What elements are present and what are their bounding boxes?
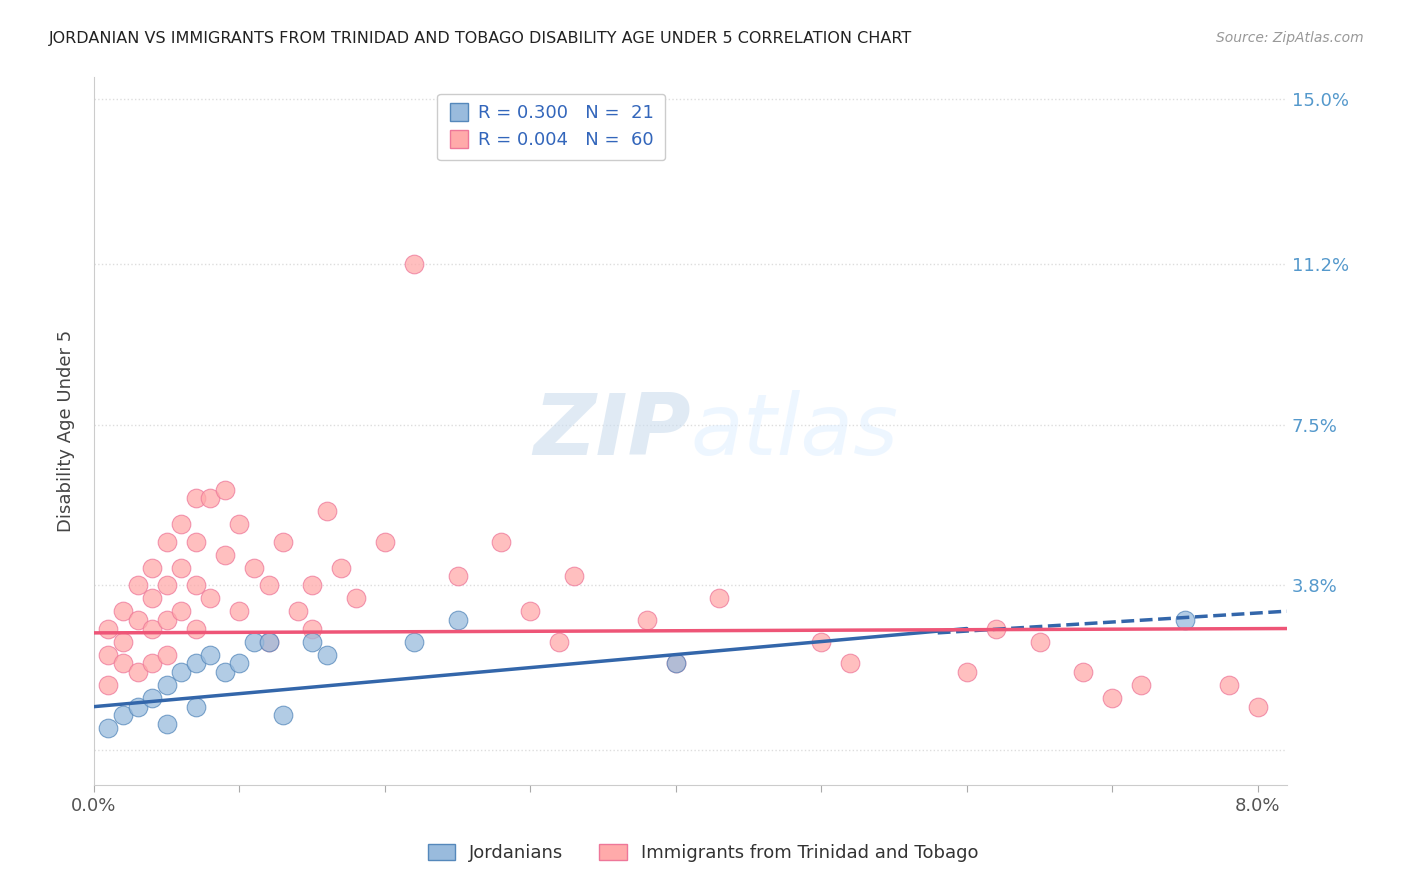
Point <box>184 657 207 671</box>
Point <box>184 622 207 636</box>
Point <box>127 613 149 627</box>
Point <box>287 604 309 618</box>
Point <box>184 491 207 506</box>
Point <box>170 561 193 575</box>
Legend: R = 0.300   N =  21, R = 0.004   N =  60: R = 0.300 N = 21, R = 0.004 N = 60 <box>437 94 665 161</box>
Point <box>97 648 120 662</box>
Point <box>257 634 280 648</box>
Point <box>709 591 731 606</box>
Point <box>170 665 193 679</box>
Point <box>271 708 294 723</box>
Point <box>330 561 353 575</box>
Text: atlas: atlas <box>690 390 898 473</box>
Point <box>956 665 979 679</box>
Point <box>141 657 163 671</box>
Point <box>112 708 135 723</box>
Point <box>200 648 222 662</box>
Point <box>141 561 163 575</box>
Point <box>1130 678 1153 692</box>
Point <box>374 534 396 549</box>
Point <box>402 634 425 648</box>
Point <box>257 578 280 592</box>
Point <box>446 569 468 583</box>
Point <box>127 665 149 679</box>
Point <box>228 517 250 532</box>
Legend: Jordanians, Immigrants from Trinidad and Tobago: Jordanians, Immigrants from Trinidad and… <box>420 837 986 870</box>
Point <box>200 491 222 506</box>
Point <box>156 717 179 731</box>
Point <box>446 613 468 627</box>
Y-axis label: Disability Age Under 5: Disability Age Under 5 <box>58 330 75 533</box>
Point <box>1218 678 1240 692</box>
Point <box>200 591 222 606</box>
Point <box>1247 699 1270 714</box>
Point <box>301 634 323 648</box>
Point <box>315 648 337 662</box>
Point <box>1071 665 1094 679</box>
Point <box>562 569 585 583</box>
Point <box>214 548 236 562</box>
Point <box>548 634 571 648</box>
Point <box>636 613 658 627</box>
Point <box>214 665 236 679</box>
Point <box>402 257 425 271</box>
Point <box>97 722 120 736</box>
Point <box>1101 690 1123 705</box>
Point <box>156 678 179 692</box>
Point <box>665 657 688 671</box>
Point <box>112 604 135 618</box>
Point <box>810 634 832 648</box>
Point <box>184 699 207 714</box>
Point <box>491 534 513 549</box>
Point <box>344 591 367 606</box>
Point <box>839 657 862 671</box>
Point <box>112 634 135 648</box>
Point <box>301 578 323 592</box>
Point <box>97 622 120 636</box>
Point <box>1174 613 1197 627</box>
Point <box>141 690 163 705</box>
Point <box>1028 634 1050 648</box>
Point <box>127 578 149 592</box>
Point <box>156 534 179 549</box>
Text: Source: ZipAtlas.com: Source: ZipAtlas.com <box>1216 31 1364 45</box>
Point <box>97 678 120 692</box>
Point <box>156 578 179 592</box>
Point <box>141 591 163 606</box>
Point <box>228 657 250 671</box>
Point <box>141 622 163 636</box>
Point <box>156 613 179 627</box>
Point <box>301 622 323 636</box>
Point <box>170 517 193 532</box>
Text: ZIP: ZIP <box>533 390 690 473</box>
Point <box>127 699 149 714</box>
Point <box>184 578 207 592</box>
Point <box>315 504 337 518</box>
Point <box>271 534 294 549</box>
Point <box>228 604 250 618</box>
Point <box>519 604 541 618</box>
Point <box>156 648 179 662</box>
Point <box>112 657 135 671</box>
Point <box>214 483 236 497</box>
Point <box>184 534 207 549</box>
Point <box>984 622 1007 636</box>
Point <box>170 604 193 618</box>
Point <box>243 634 266 648</box>
Point <box>243 561 266 575</box>
Text: JORDANIAN VS IMMIGRANTS FROM TRINIDAD AND TOBAGO DISABILITY AGE UNDER 5 CORRELAT: JORDANIAN VS IMMIGRANTS FROM TRINIDAD AN… <box>49 31 912 46</box>
Point <box>257 634 280 648</box>
Point <box>665 657 688 671</box>
